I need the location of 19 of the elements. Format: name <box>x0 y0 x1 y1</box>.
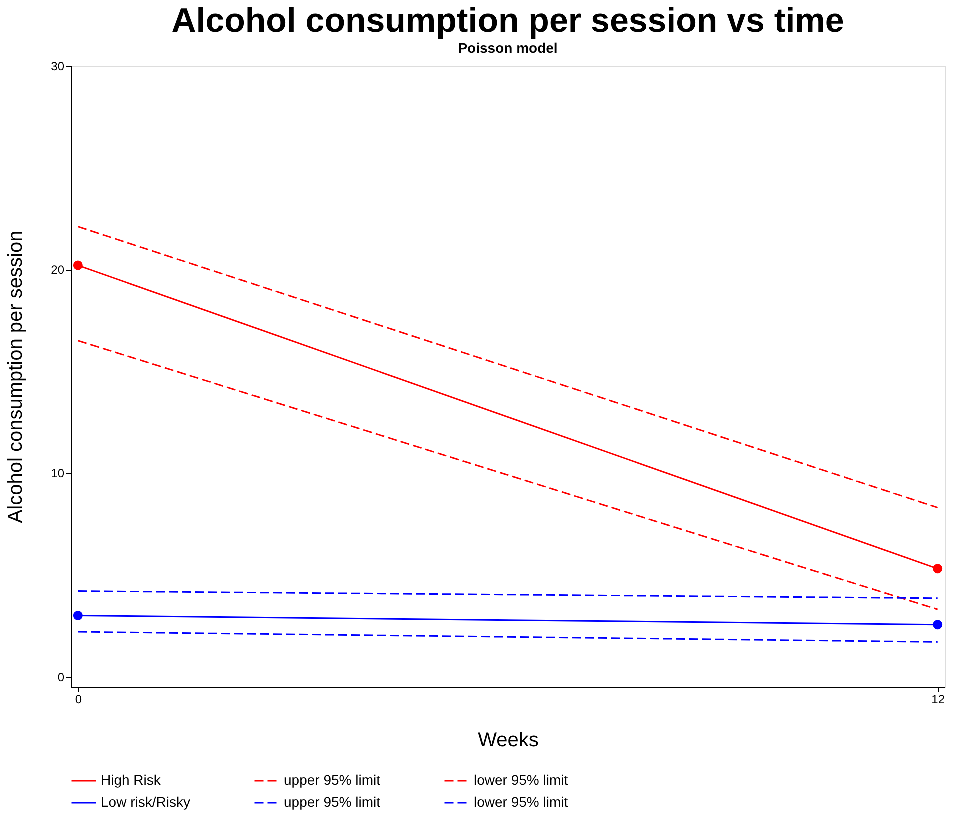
y-tick-label: 0 <box>58 670 65 684</box>
point <box>73 611 83 620</box>
chart-title: Alcohol consumption per session vs time <box>172 2 844 40</box>
chart-subtitle: Poisson model <box>458 40 558 56</box>
point <box>933 564 943 574</box>
y-axis-title: Alcohol consumption per session <box>5 230 28 524</box>
y-tick-label: 30 <box>51 60 65 74</box>
legend-label: upper 95% limit <box>284 794 381 810</box>
legend-label: upper 95% limit <box>284 772 381 788</box>
y-tick-label: 10 <box>51 466 65 481</box>
x-tick-label: 12 <box>932 692 946 706</box>
legend-label: lower 95% limit <box>474 772 568 788</box>
legend-label: High Risk <box>101 772 162 788</box>
point <box>73 260 83 270</box>
legend-label: Low risk/Risky <box>101 794 190 810</box>
legend-label: lower 95% limit <box>474 794 568 810</box>
x-axis-title: Weeks <box>478 730 539 752</box>
point <box>933 620 943 630</box>
y-tick-label: 20 <box>51 263 65 278</box>
